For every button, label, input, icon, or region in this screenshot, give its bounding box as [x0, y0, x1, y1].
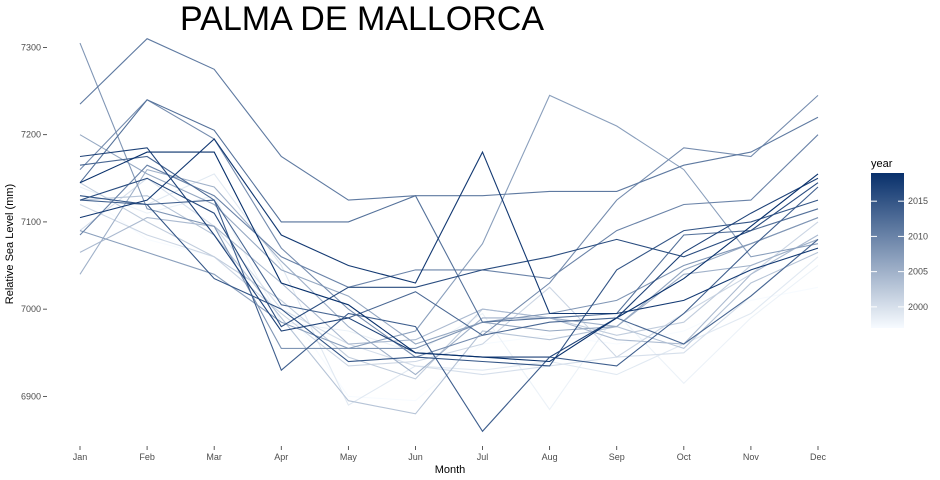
y-tick-label: 7300	[21, 42, 41, 52]
series-line-2001	[79, 203, 819, 367]
legend: year 2000 2005 2010 2015	[871, 158, 928, 328]
series-line-2004	[79, 217, 819, 345]
series-line-2008	[79, 42, 819, 349]
series-lines	[79, 38, 819, 433]
y-tick-label: 7200	[21, 130, 41, 140]
series-line-2018	[79, 138, 819, 315]
x-tick-label: Jul	[477, 452, 489, 462]
x-tick-label: Jun	[408, 452, 423, 462]
series-line-2013	[79, 155, 819, 345]
y-tick-label: 7000	[21, 304, 41, 314]
series-line-2012	[79, 99, 819, 323]
series-line-2000	[79, 177, 819, 376]
series-line-2011	[79, 38, 819, 201]
series-line-2002	[79, 182, 819, 380]
series-line-2015	[79, 195, 819, 367]
series-line-2003	[79, 195, 819, 415]
series-line-1999	[79, 173, 819, 406]
series-line-2019	[79, 151, 819, 363]
series-line-2006	[79, 134, 819, 345]
legend-tick-label: 2015	[908, 196, 928, 206]
legend-tick-label: 2005	[908, 267, 928, 277]
x-tick-label: Aug	[542, 452, 558, 462]
x-tick-label: Feb	[139, 452, 155, 462]
y-axis-title: Relative Sea Level (mm)	[4, 184, 16, 304]
x-tick-label: May	[340, 452, 358, 462]
chart-title: PALMA DE MALLORCA	[180, 0, 544, 38]
x-tick-label: Apr	[274, 452, 288, 462]
x-tick-label: Jan	[73, 452, 88, 462]
x-axis-title: Month	[435, 464, 466, 476]
x-tick-label: Sep	[609, 452, 625, 462]
series-line-2014	[79, 186, 819, 433]
legend-tick-label: 2000	[908, 302, 928, 312]
x-tick-label: Nov	[743, 452, 760, 462]
x-tick-label: Mar	[206, 452, 222, 462]
x-axis-ticks: Jan Feb Mar Apr May Jun Jul Aug Sep Oct Nov Dec	[73, 446, 827, 462]
legend-title: year	[871, 158, 893, 170]
x-tick-label: Dec	[810, 452, 827, 462]
x-tick-label: Oct	[677, 452, 692, 462]
series-line-2010	[79, 134, 819, 288]
series-line-2007	[79, 94, 819, 349]
y-tick-label: 7100	[21, 217, 41, 227]
legend-ticks: 2000 2005 2010 2015	[871, 196, 928, 312]
legend-colorbar	[871, 173, 904, 328]
legend-tick-label: 2010	[908, 231, 928, 241]
series-line-2016	[79, 177, 819, 328]
y-tick-label: 6900	[21, 391, 41, 401]
y-axis-ticks: 6900 7000 7100 7200 7300	[21, 42, 47, 401]
series-line-2009	[79, 94, 819, 358]
